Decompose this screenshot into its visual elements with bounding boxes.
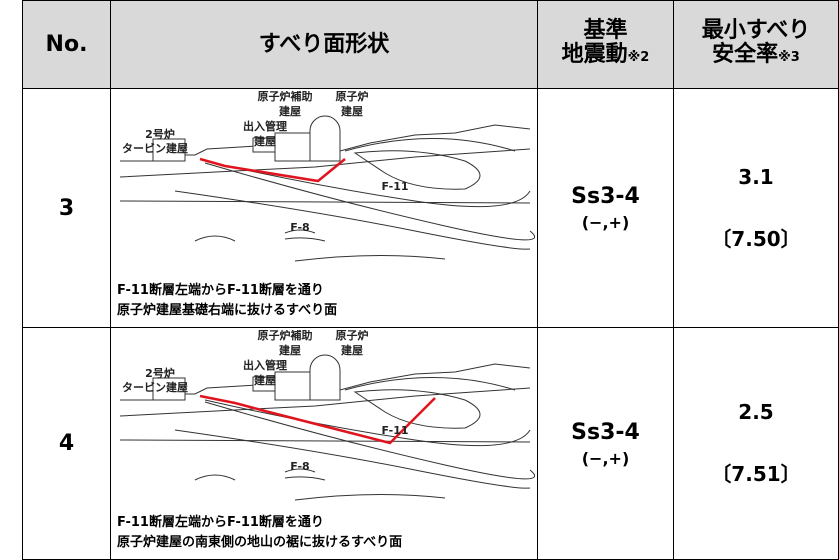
diagram-label: F-11 [381,424,408,437]
factor-cell: 3.1 〔7.50〕 [673,88,839,328]
caption: F-11断層左端からF-11断層を通り [117,283,324,298]
layer [119,387,531,417]
no-cell: 3 [22,88,111,328]
slip-surface [199,157,346,183]
factor-cell: 2.5 〔7.51〕 [673,327,839,560]
diagram-label: 建屋 [341,104,363,118]
fault-f8 [284,229,326,242]
layer [204,160,531,208]
diagram-label: 2号炉 [145,127,175,141]
layer [294,254,446,262]
layer [174,190,531,250]
diagram-label: 原子炉 [336,330,369,342]
caption: F-11断層左端からF-11断層を通り [117,515,324,530]
row-no: 3 [58,195,75,221]
header-cell: すべり面形状 [110,0,538,89]
header-factor2: 安全率 [712,42,779,67]
diagram-label: 出入管理 [243,119,287,133]
no-cell: 4 [22,327,111,560]
sign: (−,+) [581,213,630,232]
layer [344,138,516,152]
diagram-label: 2号炉 [145,366,175,380]
caption: 原子炉建屋の南東側の地山の裾に抜けるすべり面 [117,535,403,550]
diagram-label: F-8 [290,221,309,234]
diagram-label: F-8 [290,460,309,473]
header-cell: 最小すべり 安全率※3 [673,0,839,89]
reactor-dome [309,354,341,401]
caption: 原子炉建屋基礎右端に抜けるすべり面 [117,303,338,318]
diagram-label: 建屋 [279,104,301,118]
layer [194,235,236,242]
header-factor-line: 安全率※3 [712,43,800,70]
building [152,138,186,162]
diagram-label: 建屋 [254,373,276,387]
layer [294,493,446,501]
header-motion: 基準 [583,18,628,43]
motion: Ss3-4 [571,419,640,445]
layer [204,401,535,480]
diagram-label: F-11 [381,180,408,193]
row-no: 4 [58,431,75,456]
header-motion2: 地震動 [561,42,628,67]
layer [344,377,516,391]
motion: Ss3-4 [571,184,640,209]
motion-cell: Ss3-4 (−,+) [537,327,674,560]
bracket-factor: 〔7.50〕 [711,226,801,251]
diagram-label: 建屋 [279,343,301,357]
header-cell: No. [22,0,111,89]
layer [119,148,531,178]
layer [194,474,236,481]
fault-zone [353,389,481,429]
layer [204,162,535,241]
layer [119,439,531,443]
header-factor: 最小すべり [701,18,811,43]
fault-zone [353,150,481,190]
diagram-label: 建屋 [341,343,363,357]
layer [119,200,531,204]
header-motion-line: 地震動※2 [562,43,650,70]
diagram-label: 原子炉補助 [258,91,313,103]
reactor-dome [309,115,341,162]
sign: (−,+) [581,448,630,468]
layer [204,399,531,447]
motion-cell: Ss3-4 (−,+) [537,88,674,328]
factor: 2.5 [738,400,774,424]
diagram-label: 原子炉 [336,91,369,103]
diagram-label: タービン建屋 [122,380,188,394]
bracket-factor: 〔7.51〕 [711,462,801,486]
header-shape: すべり面形状 [258,31,390,57]
header-no: No. [45,31,88,57]
shape-cell: 2号炉 タービン建屋 出入管理 建屋 原子炉補助 建屋 原子炉 建屋 F-11 F-8 F-11断層… [110,327,538,560]
diagram-label: 原子炉補助 [258,330,313,342]
diagram-label: 出入管理 [243,358,287,372]
note: ※2 [627,50,650,65]
building [152,377,186,401]
shape-cell: 2号炉 タービン建屋 出入管理 建屋 原子炉補助 建屋 原子炉 建屋 F-11 F-8 F-11断層… [110,88,538,328]
fault-f8 [284,468,326,481]
factor: 3.1 [738,164,774,189]
note: ※3 [778,50,800,65]
layer [174,429,531,489]
slip-surface [199,394,436,445]
diagram-label: 建屋 [254,134,276,148]
diagram-label: タービン建屋 [122,141,188,155]
header-cell: 基準 地震動※2 [537,0,674,89]
